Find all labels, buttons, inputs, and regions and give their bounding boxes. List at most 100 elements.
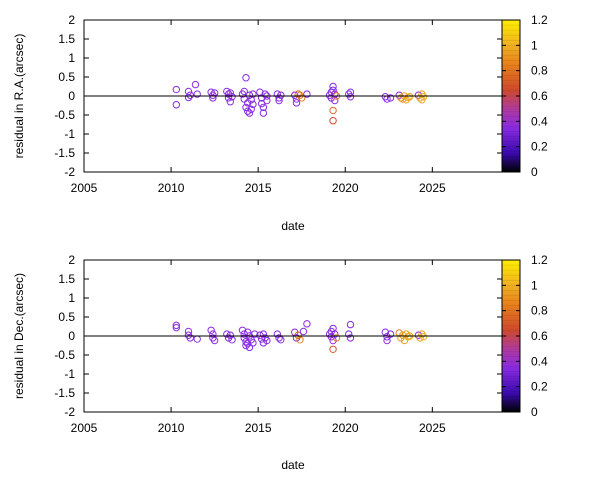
- dec-colorbar-ticks: 0 0.2 0.4 0.6 0.8 1 1.2: [502, 253, 548, 419]
- dec-point: [172, 323, 181, 332]
- ra-point: [184, 93, 193, 102]
- ra-point: [298, 94, 306, 102]
- ra-point: [228, 93, 236, 101]
- dec-xtick-label: 2005: [71, 421, 98, 435]
- ra-point: [331, 96, 339, 105]
- dec-point: [242, 338, 250, 346]
- dec-colorbar-tick-label: 0.6: [531, 329, 548, 343]
- dec-ytick-label: 0.5: [58, 310, 75, 324]
- ra-point: [186, 91, 194, 99]
- dec-colorbar-tick-label: 0.8: [531, 304, 548, 318]
- dec-ylabel: residual in Dec.(arcsec): [12, 273, 26, 399]
- ra-point: [292, 99, 301, 107]
- ra-point: [386, 94, 395, 102]
- dec-point: [223, 330, 231, 338]
- dec-point: [299, 327, 308, 336]
- ra-point: [346, 88, 355, 96]
- dec-colorbar-tick-label: 0: [531, 405, 538, 419]
- ra-xtick-label: 2010: [158, 181, 185, 195]
- dec-colorbar-tick-label: 0.4: [531, 354, 548, 368]
- ra-xticks: 2005 2010 2015 2020 2025: [71, 20, 446, 195]
- ra-xtick-label: 2005: [71, 181, 98, 195]
- ra-ytick-label: 1.5: [58, 32, 75, 46]
- ra-colorbar-tick-label: 0.8: [531, 64, 548, 78]
- ra-ytick-label: -1: [64, 127, 75, 141]
- dec-point: [399, 331, 407, 339]
- ra-yticks: -2 -1.5 -1 -0.5 0 0.5 1 1.5 2: [54, 13, 502, 179]
- ra-xtick-label: 2025: [419, 181, 446, 195]
- dec-point: [383, 336, 391, 345]
- ra-point: [193, 90, 201, 98]
- ra-ylabel: residual in R.A.(arcsec): [12, 34, 26, 159]
- dec-point: [207, 326, 215, 334]
- ra-point: [224, 94, 233, 102]
- ra-point: [226, 98, 235, 106]
- dec-colorbar-tick-label: 0.2: [531, 380, 548, 394]
- dec-colorbar: [502, 260, 520, 412]
- ra-point: [346, 93, 355, 101]
- dec-panel: 2005 2010 2015 2020 2025 -2 -1.5 -1 -0.5 0 0.5 1 1.…: [12, 253, 548, 472]
- ra-point: [329, 86, 337, 95]
- ra-point: [381, 93, 390, 101]
- dec-point: [228, 336, 236, 344]
- dec-point: [244, 328, 252, 336]
- ra-point: [263, 96, 271, 105]
- dec-point: [242, 341, 250, 350]
- dec-colorbar-tick-label: 1: [531, 278, 538, 292]
- ra-colorbar-tick-label: 0.4: [531, 114, 548, 128]
- dec-point: [345, 330, 353, 338]
- dec-point: [249, 339, 257, 347]
- dec-ytick-label: -1: [64, 367, 75, 381]
- dec-xtick-label: 2025: [419, 421, 446, 435]
- ra-panel: 2005 2010 2015 2020 2025 -2 -1.5 -1 -0.5 0 0.5 1 1.…: [12, 13, 548, 233]
- ra-ytick-label: -0.5: [54, 108, 75, 122]
- dec-point: [259, 330, 268, 338]
- dec-point: [346, 334, 355, 342]
- ra-point: [277, 91, 285, 99]
- ra-point: [242, 103, 250, 112]
- ra-point: [259, 109, 268, 117]
- ra-ytick-label: 1: [68, 51, 75, 65]
- ra-colorbar-tick-label: 0.6: [531, 89, 548, 103]
- dec-xtick-label: 2010: [158, 421, 185, 435]
- dec-point: [226, 331, 235, 339]
- ra-ytick-label: -2: [64, 165, 75, 179]
- ra-ytick-label: 0.5: [58, 70, 75, 84]
- ra-xtick-label: 2015: [245, 181, 272, 195]
- ra-ytick-label: -1.5: [54, 146, 75, 160]
- ra-colorbar-tick-label: 1: [531, 38, 538, 52]
- ra-point: [249, 90, 257, 98]
- dec-xticks: 2005 2010 2015 2020 2025: [71, 260, 446, 435]
- dec-point: [381, 328, 390, 336]
- dec-ytick-label: -0.5: [54, 348, 75, 362]
- ra-colorbar: [502, 20, 520, 172]
- ra-point: [209, 94, 217, 102]
- ra-ytick-label: 0: [68, 89, 75, 103]
- dec-point: [250, 330, 259, 338]
- ra-ytick-label: 2: [68, 13, 75, 27]
- dec-point: [275, 334, 283, 342]
- dec-point: [193, 335, 201, 343]
- dec-ytick-label: 0: [68, 329, 75, 343]
- ra-point: [244, 107, 252, 115]
- dec-points: [172, 320, 428, 353]
- dec-point: [294, 331, 302, 339]
- dec-point: [186, 334, 194, 342]
- dec-ytick-label: -1.5: [54, 386, 75, 400]
- ra-xlabel: date: [281, 219, 305, 233]
- dec-ytick-label: 2: [68, 253, 75, 267]
- ra-point: [184, 87, 193, 96]
- dec-point: [240, 334, 248, 342]
- dec-xlabel: date: [281, 458, 305, 472]
- dec-point: [277, 336, 285, 344]
- dec-point: [332, 334, 341, 342]
- ra-point: [240, 87, 248, 96]
- dec-point: [296, 336, 304, 344]
- dec-ytick-label: 1.5: [58, 272, 75, 286]
- dec-point: [240, 330, 248, 338]
- dec-xtick-label: 2020: [332, 421, 359, 435]
- ra-point: [209, 91, 217, 99]
- dec-point: [245, 343, 254, 352]
- dec-point: [210, 336, 219, 345]
